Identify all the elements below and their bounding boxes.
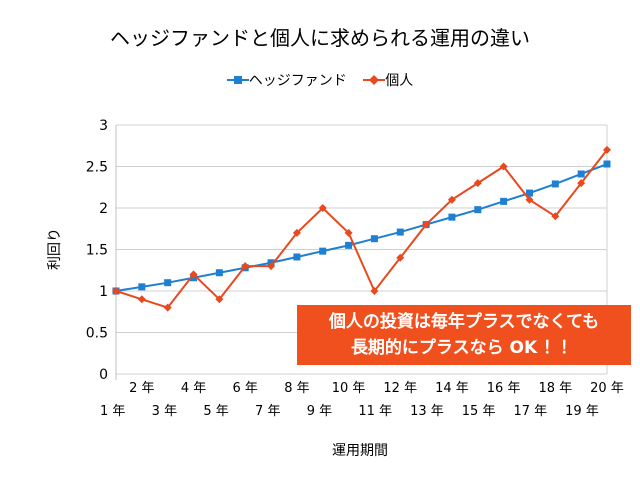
data-point — [370, 287, 379, 295]
y-tick-label: 0 — [99, 367, 108, 383]
x-tick-label: 8 年 — [284, 381, 309, 396]
data-point — [474, 206, 482, 214]
x-tick-label: 2 年 — [129, 381, 154, 396]
annotation-box: 個人の投資は毎年プラスでなくても 長期的にプラスなら OK ！！ — [297, 305, 631, 365]
legend-item-hedge: ヘッジファンド — [226, 70, 347, 90]
data-point — [577, 179, 586, 188]
y-tick-label: 1.5 — [86, 243, 108, 259]
x-tick-label: 15 年 — [462, 404, 496, 419]
y-tick-label: 1 — [99, 284, 108, 300]
x-tick-label: 7 年 — [255, 404, 280, 419]
x-tick-label: 6 年 — [233, 381, 258, 396]
data-point — [189, 270, 198, 279]
data-point — [525, 195, 534, 204]
x-tick-label: 19 年 — [565, 404, 599, 419]
data-point — [164, 279, 172, 287]
data-point — [163, 303, 172, 312]
data-point — [577, 170, 585, 178]
y-tick-label: 2 — [99, 201, 108, 217]
data-point — [137, 295, 146, 304]
data-point — [448, 213, 456, 221]
legend-item-individual: 個人 — [363, 70, 413, 90]
x-tick-label: 5 年 — [203, 404, 228, 419]
data-point — [241, 262, 250, 271]
data-point — [138, 283, 146, 291]
data-point — [293, 253, 301, 261]
data-point — [319, 247, 327, 255]
data-point — [603, 145, 611, 154]
x-tick-label: 4 年 — [181, 381, 206, 396]
x-tick-label: 10 年 — [332, 381, 366, 396]
data-point — [267, 262, 276, 271]
x-tick-label: 12 年 — [383, 381, 417, 396]
series-line-0 — [115, 163, 608, 292]
data-point — [345, 241, 353, 249]
series-line-1 — [115, 149, 608, 309]
data-point — [292, 228, 301, 237]
x-tick-label: 18 年 — [538, 381, 572, 396]
data-point — [344, 228, 353, 237]
data-point — [603, 160, 611, 168]
data-point — [500, 197, 508, 205]
data-point — [396, 253, 405, 262]
y-axis-label: 利回り — [47, 228, 63, 270]
data-point — [215, 295, 224, 304]
annotation-line-1: 個人の投資は毎年プラスでなくても — [328, 312, 600, 332]
data-point — [396, 228, 404, 236]
x-tick-label: 9 年 — [307, 404, 332, 419]
data-point — [499, 162, 508, 171]
data-point — [551, 212, 560, 221]
annotation-line-2: 長期的にプラスなら OK ！！ — [350, 338, 578, 358]
data-point — [473, 179, 482, 188]
x-tick-label: 1 年 — [100, 404, 125, 419]
data-point — [422, 220, 431, 229]
data-point — [370, 235, 378, 243]
x-tick-label: 20 年 — [590, 381, 624, 396]
data-point — [447, 195, 456, 204]
x-axis-label: 運用期間 — [332, 443, 388, 459]
data-point — [551, 180, 559, 188]
data-point — [318, 204, 327, 212]
x-tick-label: 11 年 — [358, 404, 392, 419]
data-point — [525, 189, 533, 197]
y-tick-label: 0.5 — [86, 326, 108, 342]
y-tick-label: 2.5 — [86, 160, 108, 176]
x-tick-label: 13 年 — [410, 404, 444, 419]
legend: ヘッジファンド 個人 — [0, 70, 640, 90]
chart-title: ヘッジファンドと個人に求められる運用の違い — [110, 26, 530, 50]
x-tick-label: 3 年 — [152, 404, 177, 419]
x-tick-label: 17 年 — [513, 404, 547, 419]
data-point — [112, 287, 120, 295]
data-point — [215, 269, 223, 277]
y-tick-label: 3 — [99, 118, 108, 134]
x-tick-label: 16 年 — [487, 381, 521, 396]
x-tick-label: 14 年 — [435, 381, 469, 396]
